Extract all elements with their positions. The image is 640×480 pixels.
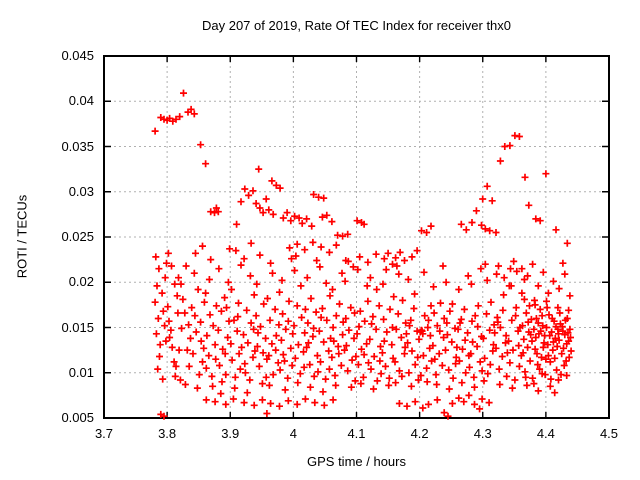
y-tick-label: 0.005 <box>61 410 94 425</box>
y-tick-label: 0.025 <box>61 229 94 244</box>
y-tick-label: 0.035 <box>61 138 94 154</box>
y-tick-label: 0.04 <box>68 93 94 109</box>
gridlines <box>104 56 609 418</box>
x-tick-label: 4.3 <box>473 426 492 441</box>
scatter-points <box>151 89 575 420</box>
plot-border <box>103 55 610 419</box>
y-tick-label: 0.015 <box>61 319 94 335</box>
y-tick-label: 0.02 <box>68 274 94 290</box>
y-tick-label: 0.03 <box>68 183 94 199</box>
x-tick-label: 3.7 <box>94 426 114 441</box>
y-tick-label: 0.01 <box>68 364 94 380</box>
x-tick-label: 4.2 <box>410 426 429 441</box>
x-tick-label: 3.9 <box>221 426 240 441</box>
chart-title: Day 207 of 2019, Rate Of TEC Index for r… <box>201 18 512 33</box>
x-tick-label: 3.8 <box>158 426 177 441</box>
y-tick-label: 0.045 <box>61 48 94 63</box>
x-tick-label: 4.4 <box>536 426 555 441</box>
x-tick-label: 4.5 <box>599 426 619 441</box>
x-axis-label: GPS time / hours <box>307 454 406 469</box>
x-tick-label: 4.1 <box>347 426 366 441</box>
x-tick-label: 4 <box>289 426 297 441</box>
